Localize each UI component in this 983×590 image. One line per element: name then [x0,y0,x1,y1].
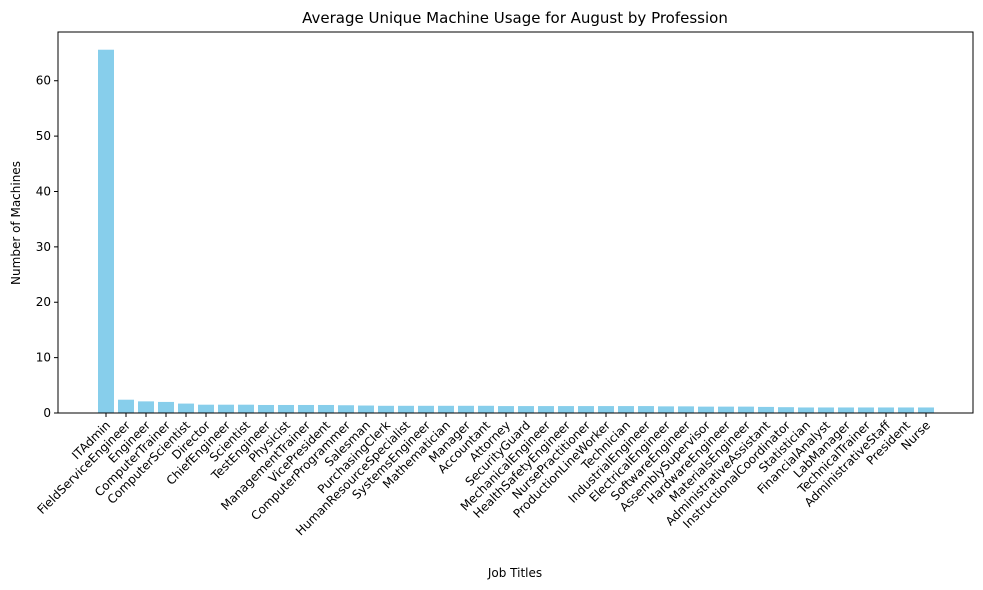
bar-HardwareEngineer [718,406,734,413]
bar-VicePresident [318,404,334,413]
bar-Physicist [278,404,294,413]
bar-FieldServiceEngineer [118,399,134,413]
bar-President [898,407,914,413]
y-tick-label: 50 [36,129,51,143]
y-tick-label: 30 [36,240,51,254]
bar-PurchasingClerk [378,405,394,413]
bar-Director [198,404,214,413]
x-axis-title: Job Titles [487,566,542,580]
bar-Scientist [238,404,254,413]
bar-IndustrialEngineer [638,406,654,413]
x-axis: ITAdminFieldServiceEngineerEngineerCompu… [34,413,933,538]
bar-Nurse [918,407,934,413]
bar-AssemblySupervisor [698,406,714,413]
y-axis-title: Number of Machines [9,161,23,285]
bar-Manager [458,405,474,413]
chart-title: Average Unique Machine Usage for August … [302,9,728,27]
bar-SecurityGuard [518,406,534,413]
bar-HumanResourceSpecialist [398,405,414,413]
bars-layer [98,49,934,413]
bar-Engineer [138,401,154,413]
y-tick-label: 60 [36,74,51,88]
bar-TestEngineer [258,404,274,413]
y-tick-label: 40 [36,184,51,198]
bar-AdministrativeAssistant [758,406,774,413]
bar-ElectricalEngineer [658,406,674,413]
bar-Technician [618,406,634,413]
y-tick-label: 20 [36,295,51,309]
bar-MaterialsEngineer [738,406,754,413]
bar-Salesman [358,405,374,413]
bar-Statistician [798,407,814,413]
bar-HealthSafetyEngineer [558,406,574,413]
bar-SoftwareEngineer [678,406,694,413]
bar-Accountant [478,405,494,413]
y-tick-label: 10 [36,351,51,365]
bar-LabManager [838,407,854,413]
plot-frame [57,31,974,414]
bar-ComputerProgrammer [338,405,354,413]
bar-ComputerScientist [178,403,194,413]
bar-TechnicalTrainer [858,407,874,413]
bar-InstructionalCoordinator [778,407,794,413]
bar-NursePractitioner [578,406,594,413]
bar-AdministrativeStaff [878,407,894,413]
bar-ProductionLineWorker [598,406,614,413]
bar-Mathematician [438,405,454,413]
bar-ChiefEngineer [218,404,234,413]
y-axis: 0 10 20 30 40 50 60 [36,74,58,420]
bar-ManagementTrainer [298,404,314,413]
bar-SystemsEngineer [418,405,434,413]
bar-ITAdmin [98,49,114,413]
y-tick-label: 0 [43,406,51,420]
bar-ComputerTrainer [158,401,174,413]
bar-FinancialAnalyst [818,407,834,413]
bar-MechanicalEngineer [538,406,554,413]
bar-Attorney [498,406,514,413]
